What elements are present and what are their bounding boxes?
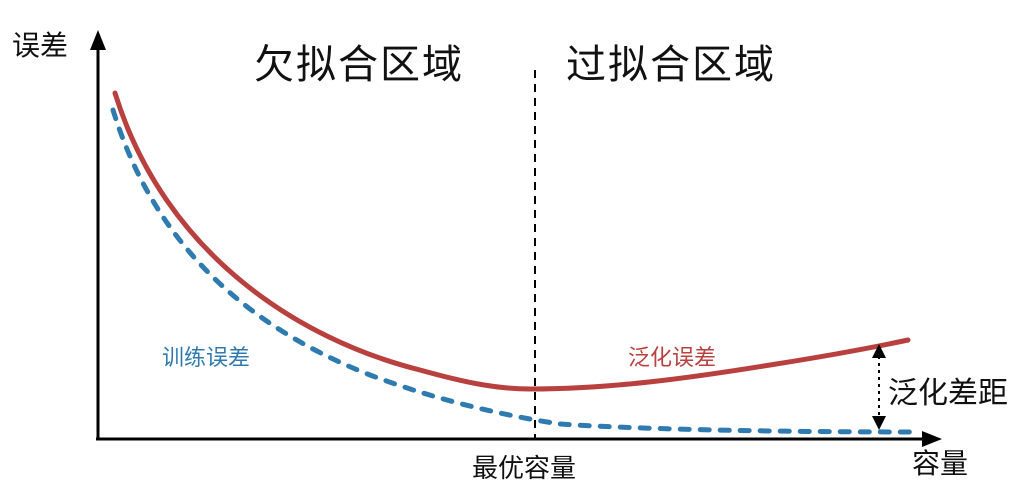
generalization-gap-label: 泛化差距 [888,376,1008,411]
training-error-curve [110,107,921,435]
generalization-error-curve [112,90,911,392]
generalization-error-label: 泛化误差 [628,346,717,371]
y-axis-label: 误差 [12,29,69,62]
y-axis-arrow [90,30,106,50]
gap-arrow-up-icon [872,344,886,358]
gap-arrow-down-icon [872,416,886,430]
optimal-capacity-label: 最优容量 [472,454,577,484]
training-error-label: 训练误差 [162,346,251,371]
x-axis-arrow [922,431,942,447]
overfitting-region-title: 过拟合区域 [566,42,776,88]
x-axis-label: 容量 [912,447,969,480]
underfitting-region-title: 欠拟合区域 [254,42,464,88]
